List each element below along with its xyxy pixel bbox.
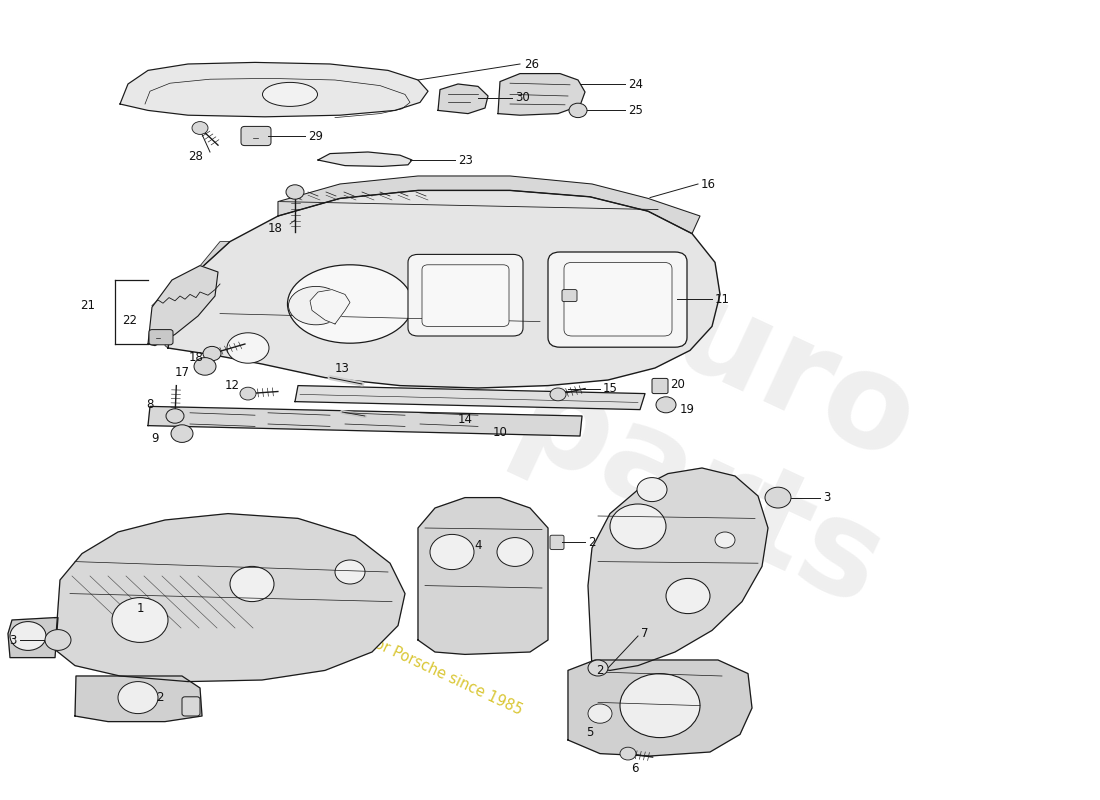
Circle shape [204, 346, 221, 361]
Text: 3: 3 [823, 491, 830, 504]
Text: 11: 11 [715, 293, 730, 306]
Text: 13: 13 [334, 362, 350, 374]
Polygon shape [168, 190, 720, 388]
FancyBboxPatch shape [182, 697, 200, 716]
Text: 2: 2 [156, 691, 164, 704]
Circle shape [764, 487, 791, 508]
Ellipse shape [288, 286, 343, 325]
FancyBboxPatch shape [148, 330, 173, 345]
Circle shape [656, 397, 676, 413]
Text: 12: 12 [224, 379, 240, 392]
FancyBboxPatch shape [550, 535, 564, 550]
Polygon shape [568, 660, 752, 756]
Circle shape [192, 122, 208, 134]
Text: 2: 2 [588, 536, 595, 549]
Text: 21: 21 [80, 299, 96, 312]
Text: 15: 15 [603, 382, 618, 395]
Circle shape [550, 388, 566, 401]
Circle shape [10, 622, 46, 650]
Text: 26: 26 [524, 58, 539, 70]
Polygon shape [588, 468, 768, 670]
Circle shape [569, 103, 587, 118]
Text: 10: 10 [493, 426, 507, 438]
Polygon shape [418, 498, 548, 654]
Polygon shape [8, 618, 58, 658]
Text: 4: 4 [474, 539, 482, 552]
Circle shape [588, 660, 608, 676]
Circle shape [286, 185, 304, 199]
Text: 9: 9 [152, 432, 158, 445]
Ellipse shape [263, 82, 318, 106]
Polygon shape [120, 62, 428, 117]
Text: 24: 24 [628, 78, 643, 90]
Polygon shape [295, 386, 645, 410]
Circle shape [240, 387, 256, 400]
FancyBboxPatch shape [241, 126, 271, 146]
Circle shape [336, 560, 365, 584]
Text: 20: 20 [670, 378, 685, 390]
Circle shape [588, 704, 612, 723]
FancyBboxPatch shape [422, 265, 509, 326]
FancyBboxPatch shape [562, 290, 578, 302]
Circle shape [610, 504, 665, 549]
Circle shape [620, 747, 636, 760]
Text: 14: 14 [458, 413, 473, 426]
Polygon shape [318, 152, 412, 166]
Text: 19: 19 [680, 403, 695, 416]
Ellipse shape [287, 265, 412, 343]
Circle shape [230, 566, 274, 602]
Text: 16: 16 [701, 178, 716, 190]
Text: 8: 8 [146, 398, 154, 410]
FancyBboxPatch shape [564, 262, 672, 336]
Text: 18: 18 [188, 351, 204, 364]
Circle shape [497, 538, 534, 566]
FancyBboxPatch shape [408, 254, 522, 336]
Polygon shape [165, 242, 230, 348]
Polygon shape [498, 74, 585, 115]
Polygon shape [75, 676, 202, 722]
Circle shape [666, 578, 710, 614]
Text: 5: 5 [586, 726, 594, 738]
Polygon shape [310, 290, 350, 324]
Polygon shape [55, 514, 405, 682]
Circle shape [194, 358, 216, 375]
Text: 28: 28 [188, 150, 204, 162]
FancyBboxPatch shape [652, 378, 668, 394]
Circle shape [166, 409, 184, 423]
Text: 18: 18 [267, 222, 283, 234]
Text: 7: 7 [641, 627, 649, 640]
Polygon shape [148, 406, 582, 436]
Circle shape [637, 478, 667, 502]
Text: a passion for Porsche since 1985: a passion for Porsche since 1985 [300, 602, 525, 718]
Text: 2: 2 [596, 664, 604, 677]
Polygon shape [438, 84, 488, 114]
Text: 22: 22 [122, 314, 138, 326]
Circle shape [170, 425, 192, 442]
Text: parts: parts [495, 356, 902, 636]
Text: 17: 17 [175, 366, 189, 378]
Text: 3: 3 [10, 634, 16, 646]
Text: 30: 30 [515, 91, 530, 104]
Circle shape [112, 598, 168, 642]
Circle shape [45, 630, 72, 650]
Ellipse shape [227, 333, 270, 363]
Polygon shape [148, 266, 218, 346]
Circle shape [118, 682, 158, 714]
Text: euro: euro [575, 230, 936, 490]
Circle shape [715, 532, 735, 548]
FancyBboxPatch shape [548, 252, 688, 347]
Text: 1: 1 [136, 602, 144, 614]
Text: 6: 6 [631, 762, 639, 774]
Polygon shape [278, 176, 700, 234]
Text: 25: 25 [628, 104, 642, 117]
Circle shape [620, 674, 700, 738]
Circle shape [430, 534, 474, 570]
Text: 23: 23 [458, 154, 473, 166]
Text: 29: 29 [308, 130, 323, 142]
